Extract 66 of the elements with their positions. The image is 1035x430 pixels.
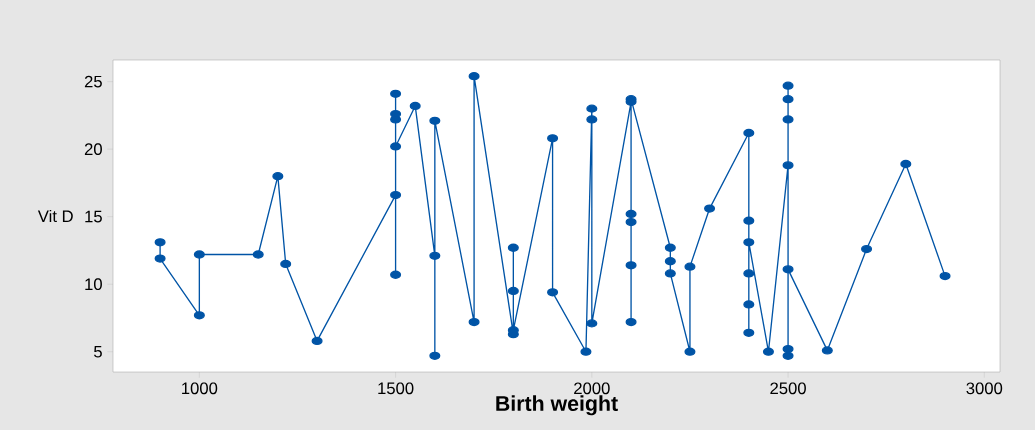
point [390,89,402,98]
x-tick-label: 3000 [966,382,1003,395]
point [193,250,205,259]
point [782,265,794,274]
point [861,244,873,254]
point [664,257,676,266]
point [390,142,402,151]
point [586,104,598,113]
point [252,250,264,259]
y-tick-label: 5 [94,345,102,358]
point [625,261,637,270]
point [821,346,833,355]
point [272,172,284,181]
point [154,238,166,247]
point [743,238,755,247]
point [586,319,598,328]
y-tick-label: 25 [84,75,102,88]
point [547,288,559,297]
point [782,161,794,170]
point [507,243,519,252]
point [782,115,794,124]
point [743,216,755,225]
point [762,347,774,356]
point [280,259,292,269]
point [429,351,441,360]
point [193,311,205,320]
point [468,317,480,327]
point [154,254,166,263]
point [939,271,951,281]
point [664,269,676,278]
point [684,262,696,271]
y-tick-label: 15 [85,210,102,223]
point [311,336,323,346]
point [586,115,598,124]
point [782,351,794,360]
point [782,81,794,90]
x-tick-label: 1500 [378,382,414,395]
point [429,251,441,260]
point [390,270,402,279]
y-tick-label: 20 [84,143,102,156]
point [468,72,480,81]
point [664,243,676,252]
x-tick-label: 1000 [182,382,218,395]
point [743,300,755,309]
point [743,328,755,337]
x-axis-title: Birth weight [496,395,618,416]
point [900,159,912,169]
point [580,347,592,356]
point [743,269,755,278]
point [625,317,637,327]
x-tick-label: 2000 [574,382,610,395]
point [390,115,402,124]
point [409,101,421,111]
point [429,116,441,125]
point [390,190,402,200]
point [684,347,696,356]
point [625,209,637,219]
point [625,217,637,227]
point [507,286,519,296]
y-axis-title: Vit D [37,209,73,223]
point [743,128,755,138]
y-tick-label: 10 [85,278,102,291]
point [704,204,716,213]
x-tick-label: 2500 [770,382,806,395]
point [782,95,794,104]
point [547,134,559,143]
